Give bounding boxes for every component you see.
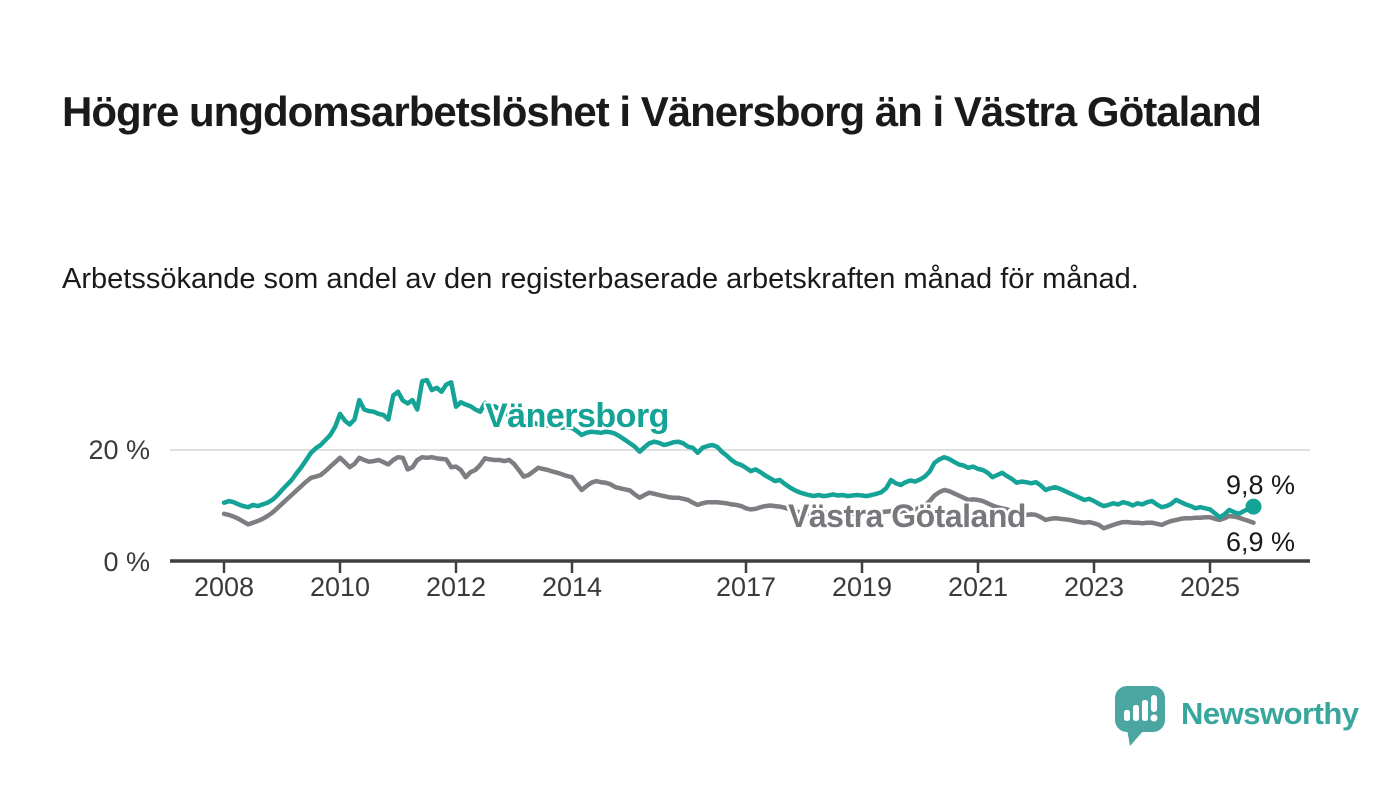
series-label-vastra-gotaland: Västra Götaland (788, 498, 1026, 534)
x-tick-label: 2012 (425, 572, 487, 602)
x-tick-label: 2014 (541, 572, 603, 602)
x-tick-label: 2025 (1179, 572, 1241, 602)
y-axis-label-0: 0 % (103, 547, 150, 577)
page-title: Högre ungdomsarbetslöshet i Vänersborg ä… (62, 88, 1262, 136)
logo-bubble-icon (1115, 686, 1165, 746)
brand-name: Newsworthy (1181, 695, 1359, 731)
y-axis-label-20: 20 % (88, 435, 150, 465)
x-tick-label: 2008 (193, 572, 255, 602)
x-tick-label: 2021 (947, 572, 1009, 602)
x-tick-label: 2017 (715, 572, 777, 602)
newsworthy-logo: Newsworthy (1114, 685, 1359, 747)
series-label-vanersborg: Vänersborg (485, 397, 669, 435)
series-line-vanersborg (221, 377, 1256, 520)
latest-point-dot (1245, 498, 1262, 515)
x-tick-label: 2019 (831, 572, 893, 602)
end-value-vanersborg: 9,8 % (1226, 470, 1296, 500)
x-tick-label: 2023 (1063, 572, 1125, 602)
x-tick-label: 2010 (309, 572, 371, 602)
page-subtitle: Arbetssökande som andel av den registerb… (62, 263, 1139, 295)
series-line-vastra-gotaland (221, 454, 1256, 531)
end-value-vastra-gotaland: 6,9 % (1226, 527, 1296, 557)
